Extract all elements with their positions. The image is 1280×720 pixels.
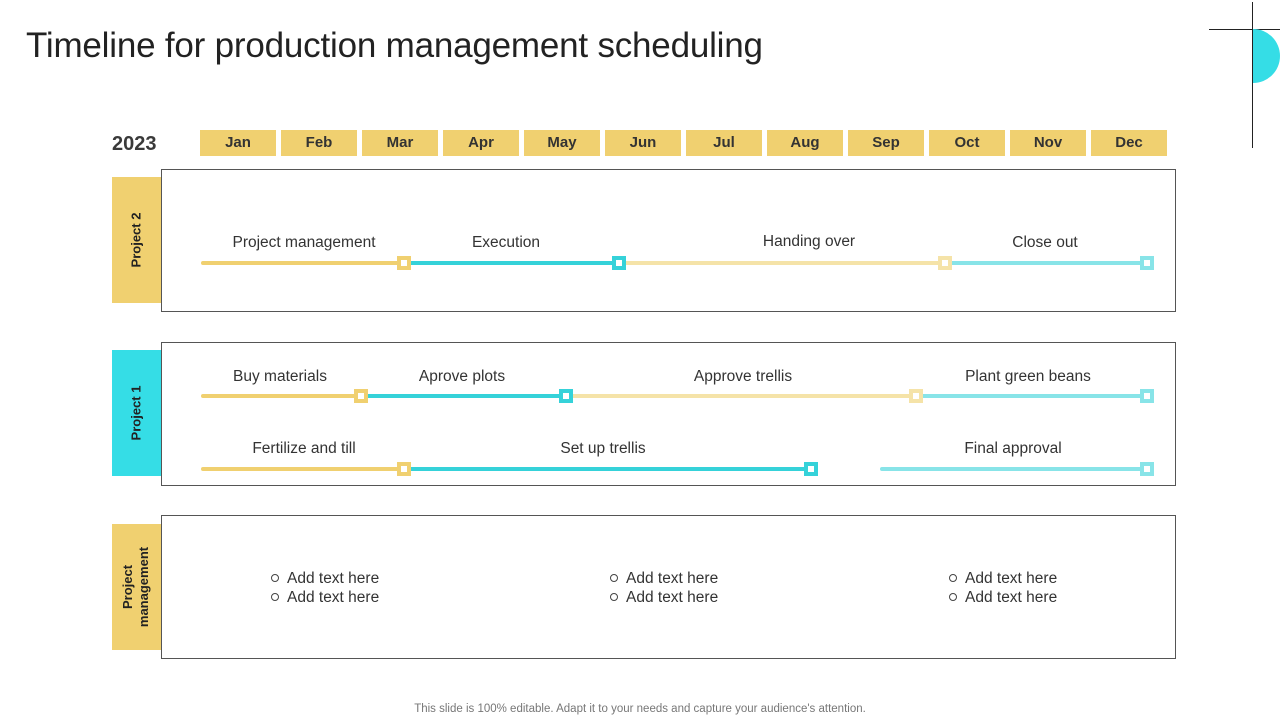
month-jan: Jan: [200, 130, 276, 156]
timeline-segment: [404, 467, 811, 471]
timeline-segment: [945, 261, 1147, 265]
project-1-panel: [161, 342, 1176, 486]
row-label-line: management: [136, 546, 152, 628]
decorative-horizontal-line: [1209, 29, 1280, 30]
page-title: Timeline for production management sched…: [26, 26, 763, 65]
bullet-circle-icon: [949, 573, 957, 582]
month-may: May: [524, 130, 600, 156]
milestone-marker: [804, 462, 818, 476]
month-jul: Jul: [686, 130, 762, 156]
timeline-segment: [201, 467, 404, 471]
timeline-segment: [404, 261, 619, 265]
milestone-marker: [559, 389, 573, 403]
month-feb: Feb: [281, 130, 357, 156]
bullet-item: Add text here: [610, 570, 718, 588]
bullet-text: Add text here: [626, 570, 719, 587]
task-label: Aprove plots: [418, 368, 506, 385]
milestone-marker: [1140, 462, 1154, 476]
timeline-segment: [566, 394, 916, 398]
decorative-vertical-line: [1252, 2, 1253, 148]
timeline-segment: [619, 261, 945, 265]
milestone-marker: [354, 389, 368, 403]
task-label: Set up trellis: [560, 440, 646, 457]
milestone-marker: [938, 256, 952, 270]
bullet-text: Add text here: [965, 589, 1058, 606]
bullet-item: Add text here: [271, 570, 379, 588]
month-jun: Jun: [605, 130, 681, 156]
month-mar: Mar: [362, 130, 438, 156]
timeline-segment: [880, 467, 1147, 471]
task-label: Fertilize and till: [252, 440, 356, 457]
bullet-text: Add text here: [287, 570, 380, 587]
milestone-marker: [1140, 256, 1154, 270]
month-aug: Aug: [767, 130, 843, 156]
task-label: Buy materials: [233, 368, 327, 385]
milestone-marker: [612, 256, 626, 270]
bullet-circle-icon: [949, 592, 957, 601]
row-label-text: Project 2: [128, 212, 144, 268]
milestone-marker: [909, 389, 923, 403]
month-dec: Dec: [1091, 130, 1167, 156]
month-sep: Sep: [848, 130, 924, 156]
task-label: Plant green beans: [965, 368, 1091, 385]
timeline-segment: [361, 394, 566, 398]
bullet-text: Add text here: [626, 589, 719, 606]
project-management-panel: [161, 515, 1176, 659]
task-label: Project management: [232, 234, 376, 251]
timeline-segment: [201, 261, 404, 265]
month-apr: Apr: [443, 130, 519, 156]
bullet-item: Add text here: [610, 589, 718, 607]
decorative-half-circle: [1253, 29, 1280, 83]
month-nov: Nov: [1010, 130, 1086, 156]
task-label: Final approval: [964, 440, 1062, 457]
timeline-segment: [201, 394, 361, 398]
project-2-panel: [161, 169, 1176, 312]
footer-note: This slide is 100% editable. Adapt it to…: [414, 703, 866, 715]
bullet-circle-icon: [271, 573, 279, 582]
milestone-marker: [397, 462, 411, 476]
bullet-circle-icon: [610, 573, 618, 582]
bullet-text: Add text here: [965, 570, 1058, 587]
task-label: Handing over: [762, 233, 856, 250]
task-label: Close out: [1012, 234, 1078, 251]
task-label: Approve trellis: [693, 368, 793, 385]
row-label-line: Project: [120, 564, 136, 610]
task-label: Execution: [471, 234, 541, 251]
row-label-project-2: Project 2: [112, 177, 161, 303]
milestone-marker: [397, 256, 411, 270]
bullet-item: Add text here: [949, 589, 1057, 607]
row-label-text: Project 1: [128, 385, 144, 441]
row-label-project-management: Project management: [112, 524, 161, 650]
bullet-item: Add text here: [949, 570, 1057, 588]
milestone-marker: [1140, 389, 1154, 403]
timeline-segment: [916, 394, 1147, 398]
row-label-project-1: Project 1: [112, 350, 161, 476]
year-label: 2023: [112, 133, 157, 155]
row-label-text: Project management: [121, 547, 153, 627]
month-oct: Oct: [929, 130, 1005, 156]
bullet-text: Add text here: [287, 589, 380, 606]
bullet-circle-icon: [271, 592, 279, 601]
bullet-item: Add text here: [271, 589, 379, 607]
bullet-circle-icon: [610, 592, 618, 601]
